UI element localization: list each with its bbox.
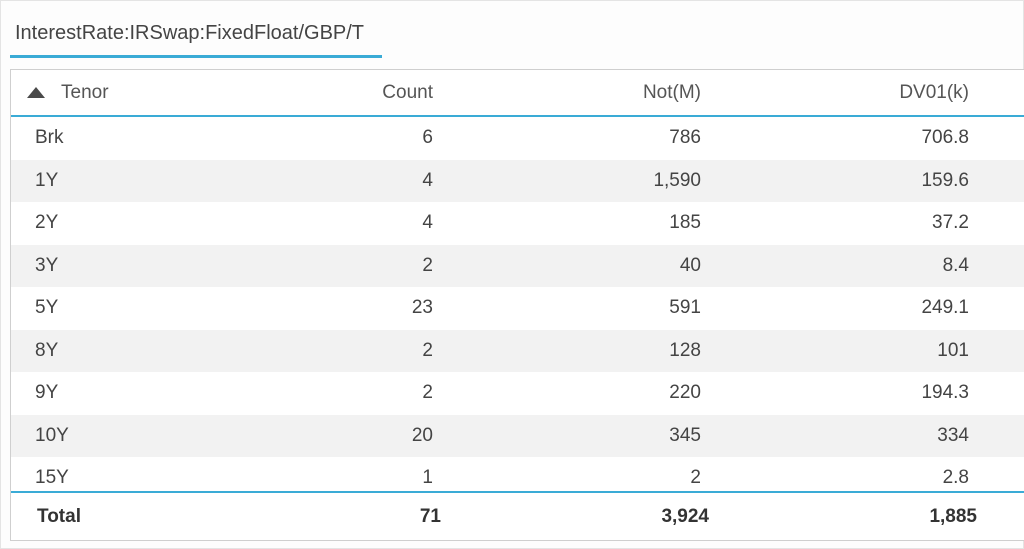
cell-tenor: 1Y (35, 169, 59, 191)
grid-total-row: Total 71 3,924 1,885 (11, 491, 1024, 540)
column-header-dv01[interactable]: DV01(k) (899, 81, 969, 103)
cell-count: 23 (411, 297, 433, 319)
cell-dv01: 194.3 (921, 382, 969, 404)
cell-count: 1 (422, 467, 433, 489)
column-header-count[interactable]: Count (382, 81, 433, 103)
total-notional: 3,924 (661, 505, 709, 527)
cell-dv01: 37.2 (932, 212, 969, 234)
table-row[interactable]: 8Y 2 128 101 (11, 329, 1024, 372)
cell-tenor: 2Y (35, 212, 59, 234)
table-row[interactable]: 10Y 20 345 334 (11, 414, 1024, 457)
table-row[interactable]: 5Y 23 591 249.1 (11, 287, 1024, 330)
cell-tenor: 3Y (35, 254, 59, 276)
cell-dv01: 2.8 (942, 467, 969, 489)
triangle-up-icon[interactable] (27, 87, 45, 98)
table-row[interactable]: 9Y 2 220 194.3 (11, 372, 1024, 415)
table-row[interactable]: 3Y 2 40 8.4 (11, 244, 1024, 287)
cell-notional: 1,590 (653, 169, 701, 191)
total-label: Total (37, 505, 81, 527)
cell-tenor: 15Y (35, 467, 69, 489)
column-header-tenor-label: Tenor (61, 81, 109, 103)
cell-count: 6 (422, 127, 433, 149)
grid-body[interactable]: Brk 6 786 706.8 1Y 4 1,590 159.6 2Y 4 18… (11, 117, 1024, 492)
cell-dv01: 101 (937, 339, 969, 361)
cell-notional: 128 (669, 339, 701, 361)
cell-notional: 2 (690, 467, 701, 489)
cell-dv01: 706.8 (921, 127, 969, 149)
table-row[interactable]: 2Y 4 185 37.2 (11, 202, 1024, 245)
cell-count: 2 (422, 254, 433, 276)
cell-count: 2 (422, 382, 433, 404)
column-header-tenor[interactable]: Tenor (27, 70, 329, 115)
cell-notional: 591 (669, 297, 701, 319)
total-count: 71 (419, 505, 441, 527)
tenor-grid: Tenor Count Not(M) DV01(k) Brk 6 786 706… (10, 69, 1024, 541)
cell-tenor: 10Y (35, 424, 69, 446)
cell-count: 2 (422, 339, 433, 361)
cell-tenor: Brk (35, 127, 64, 149)
cell-notional: 220 (669, 382, 701, 404)
cell-tenor: 9Y (35, 382, 59, 404)
table-row[interactable]: Brk 6 786 706.8 (11, 117, 1024, 160)
cell-count: 4 (422, 169, 433, 191)
cell-notional: 345 (669, 424, 701, 446)
cell-dv01: 159.6 (921, 169, 969, 191)
panel-title: InterestRate:IRSwap:FixedFloat/GBP/T (15, 22, 365, 44)
column-header-notional[interactable]: Not(M) (642, 81, 701, 103)
total-dv01: 1,885 (929, 505, 977, 527)
table-row[interactable]: 15Y 1 2 2.8 (11, 457, 1024, 492)
cell-dv01: 249.1 (921, 297, 969, 319)
cell-dv01: 8.4 (942, 254, 969, 276)
cell-count: 20 (411, 424, 433, 446)
panel-title-tab[interactable]: InterestRate:IRSwap:FixedFloat/GBP/T (10, 12, 382, 58)
cell-notional: 40 (679, 254, 701, 276)
table-row[interactable]: 1Y 4 1,590 159.6 (11, 159, 1024, 202)
cell-tenor: 5Y (35, 297, 59, 319)
cell-notional: 786 (669, 127, 701, 149)
cell-dv01: 334 (937, 424, 969, 446)
cell-notional: 185 (669, 212, 701, 234)
cell-count: 4 (422, 212, 433, 234)
grid-header: Tenor Count Not(M) DV01(k) (11, 70, 1024, 117)
cell-tenor: 8Y (35, 339, 59, 361)
